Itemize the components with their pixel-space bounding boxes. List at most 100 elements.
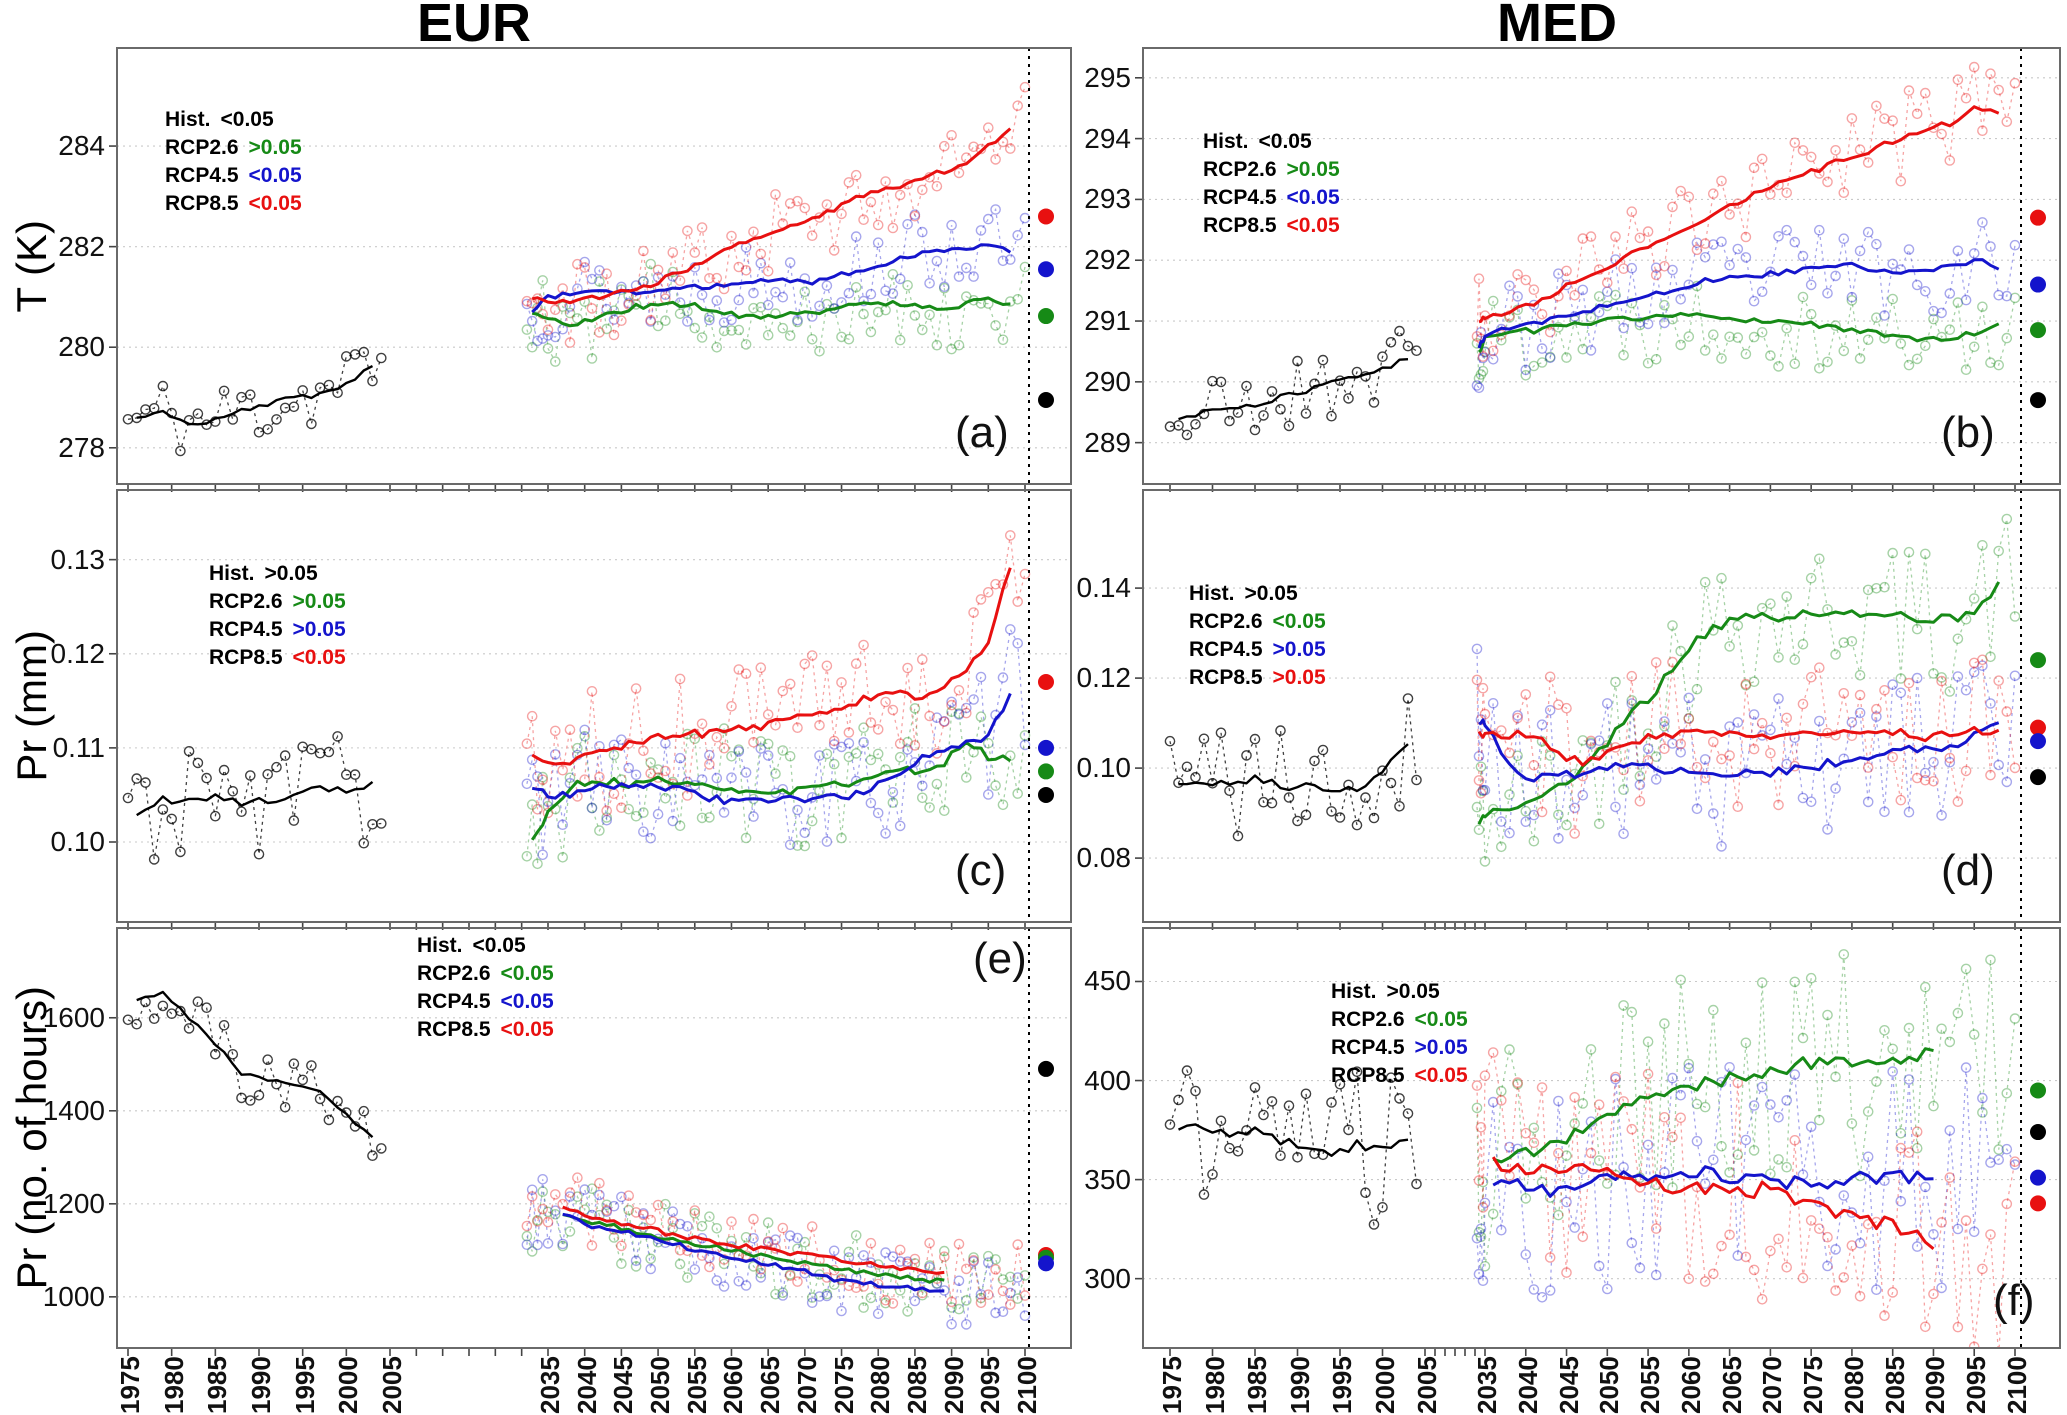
rcp85-annual-point — [755, 248, 767, 260]
rcp45-annual-point — [1838, 233, 1850, 244]
rcp45-annual-point — [902, 1256, 913, 1267]
rcp85-annual-point — [902, 662, 913, 674]
rcp45-annual-point — [532, 771, 543, 782]
rcp26-annual-point — [997, 334, 1009, 346]
rcp45-smooth-line — [1477, 258, 2000, 349]
rcp26-annual-point — [1520, 369, 1532, 381]
rcp26-annual-point — [1569, 1118, 1580, 1129]
legend-row: RCP8.5 <0.05 — [209, 644, 346, 672]
rcp85-annual-point — [997, 136, 1009, 148]
hist-annual-point — [1181, 1065, 1193, 1076]
rcp85-annual-point — [762, 709, 774, 720]
rcp45-annual-point — [1520, 364, 1532, 376]
rcp85-annual-point — [526, 710, 538, 722]
hist-annual-point — [1181, 429, 1193, 441]
rcp45-annual-point — [939, 716, 950, 727]
rcp45-annual-point — [1944, 757, 1956, 768]
legend-row: RCP8.5 <0.05 — [1331, 1062, 1468, 1090]
hist-annual-point — [375, 1143, 387, 1154]
rcp85-annual-point — [1475, 1122, 1487, 1133]
rcp85-annual-point — [550, 1189, 561, 1200]
rcp26-annual-line — [1476, 285, 2016, 381]
rcp85-annual-point — [1536, 806, 1548, 818]
rcp85-annual-point — [1496, 725, 1507, 736]
y-tick-label: 278 — [58, 431, 105, 463]
rcp45-annual-point — [1822, 824, 1833, 835]
rcp85-annual-line — [526, 1175, 1026, 1307]
legend-row: Hist. <0.05 — [1203, 128, 1340, 156]
rcp85-annual-point — [1012, 100, 1024, 111]
hist-annual-point — [209, 810, 221, 822]
rcp45-annual-point — [682, 316, 693, 327]
rcp85-annual-point — [733, 664, 745, 675]
rcp26-annual-point — [1968, 1029, 1980, 1040]
rcp85-annual-point — [784, 1270, 796, 1281]
rcp26-annual-point — [608, 305, 620, 317]
hist-smooth-line — [1178, 743, 1409, 793]
rcp45-annual-point — [645, 832, 657, 844]
rcp26-annual-point — [1496, 1085, 1507, 1097]
rcp45-annual-point — [1716, 841, 1727, 852]
rcp85-annual-point — [1756, 153, 1768, 165]
rcp26-annual-point — [586, 802, 598, 814]
rcp85-annual-point — [1634, 1182, 1646, 1193]
rcp85-annual-point — [880, 1294, 891, 1306]
rcp26-annual-point — [1977, 540, 1988, 551]
hist-annual-point — [1207, 1169, 1218, 1180]
hist-annual-point — [262, 769, 274, 780]
rcp45-annual-point — [1805, 796, 1817, 808]
rcp85-annual-point — [990, 154, 1001, 165]
rcp85-annual-line — [526, 86, 1026, 343]
rcp26-annual-point — [594, 825, 605, 836]
y-tick-label: 0.12 — [50, 637, 106, 669]
panel-border — [1142, 927, 2061, 1349]
rcp45-annual-point — [777, 291, 789, 303]
rcp26-annual-point — [1895, 673, 1907, 684]
rcp45-annual-point — [755, 257, 767, 269]
rcp45-annual-point — [1504, 280, 1515, 292]
hist-annual-point — [314, 1093, 326, 1105]
rcp85-annual-point — [1626, 206, 1638, 217]
hist-annual-point — [122, 792, 134, 804]
rcp45-annual-point — [696, 289, 708, 301]
rcp26-annual-point — [1748, 331, 1760, 343]
rcp26-annual-point — [1667, 620, 1678, 631]
rcp45-annual-point — [1593, 306, 1605, 318]
panel-border — [1142, 489, 2061, 923]
rcp26-annual-point — [1952, 297, 1964, 308]
rcp45-annual-point — [1854, 1237, 1866, 1249]
rcp85-annual-point — [1773, 799, 1784, 811]
rcp45-annual-point — [1691, 1135, 1703, 1147]
legend-scenario-label: RCP2.6 — [165, 136, 239, 159]
panel-b — [1135, 47, 2061, 492]
rcp45-annual-point — [521, 778, 533, 790]
y-tick-label: 0.11 — [52, 731, 105, 763]
panel-f — [1135, 927, 2061, 1356]
hist-annual-point — [1343, 393, 1354, 404]
rcp85-annual-point — [586, 1240, 598, 1251]
rcp45-annual-point — [1977, 217, 1988, 228]
hist-annual-point — [1402, 693, 1414, 704]
rcp26-annual-point — [1475, 761, 1487, 773]
rcp26-annual-point — [1553, 809, 1564, 821]
rcp26-annual-line — [526, 708, 1026, 864]
rcp85-annual-point — [1699, 1276, 1711, 1287]
rcp45-annual-line — [526, 207, 1026, 342]
rcp45-annual-point — [1536, 719, 1548, 731]
rcp26-annual-point — [770, 768, 781, 780]
rcp45-annual-point — [1577, 790, 1589, 801]
rcp26-annual-point — [1781, 1161, 1792, 1173]
rcp85-annual-point — [946, 699, 957, 711]
rcp26-annual-point — [1650, 751, 1662, 763]
hist-annual-point — [157, 380, 169, 392]
rcp26-annual-point — [1846, 1118, 1858, 1129]
rcp85-annual-point — [1765, 1245, 1776, 1257]
hist-annual-point — [192, 408, 204, 420]
hist-annual-point — [340, 1107, 352, 1118]
rcp26-annual-point — [1928, 1100, 1939, 1112]
rcp45-end-mean-dot — [2030, 1169, 2046, 1186]
rcp85-annual-point — [1887, 115, 1898, 126]
hist-annual-point — [1181, 761, 1193, 773]
x-tick-label: 1985 — [1242, 1356, 1272, 1414]
rcp26-annual-point — [526, 1246, 538, 1257]
